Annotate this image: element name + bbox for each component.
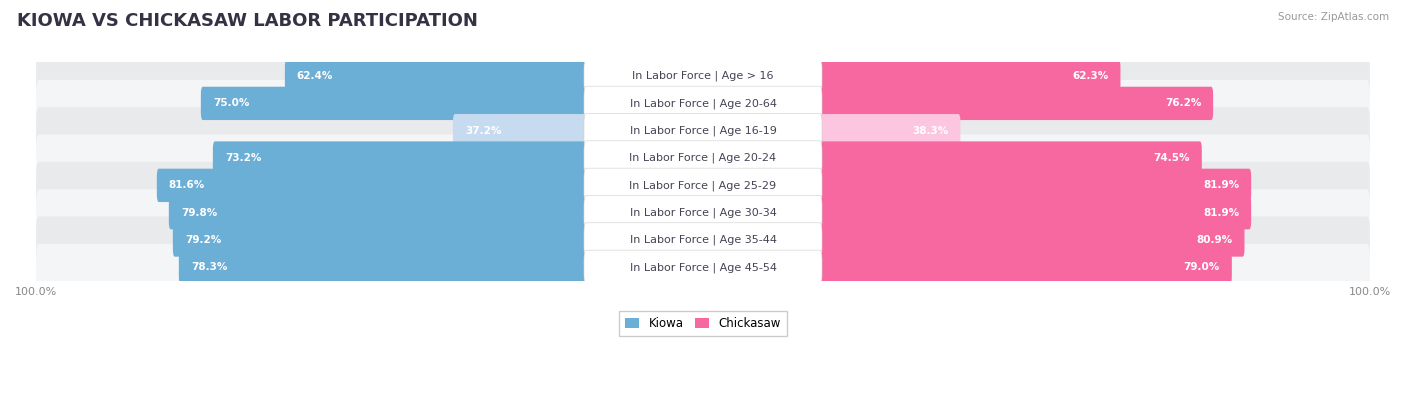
Text: 81.6%: 81.6% bbox=[169, 181, 205, 190]
Text: 81.9%: 81.9% bbox=[1204, 181, 1239, 190]
FancyBboxPatch shape bbox=[201, 87, 588, 120]
FancyBboxPatch shape bbox=[583, 113, 823, 148]
FancyBboxPatch shape bbox=[37, 53, 1369, 100]
Text: 81.9%: 81.9% bbox=[1204, 208, 1239, 218]
FancyBboxPatch shape bbox=[818, 114, 960, 147]
FancyBboxPatch shape bbox=[169, 196, 588, 229]
Text: 38.3%: 38.3% bbox=[912, 126, 949, 136]
FancyBboxPatch shape bbox=[37, 189, 1369, 236]
FancyBboxPatch shape bbox=[818, 251, 1232, 284]
Text: In Labor Force | Age 25-29: In Labor Force | Age 25-29 bbox=[630, 180, 776, 191]
Text: In Labor Force | Age 16-19: In Labor Force | Age 16-19 bbox=[630, 126, 776, 136]
Text: In Labor Force | Age 45-54: In Labor Force | Age 45-54 bbox=[630, 262, 776, 273]
Text: 37.2%: 37.2% bbox=[465, 126, 502, 136]
FancyBboxPatch shape bbox=[583, 223, 823, 257]
Text: 76.2%: 76.2% bbox=[1164, 98, 1201, 108]
Legend: Kiowa, Chickasaw: Kiowa, Chickasaw bbox=[619, 312, 787, 336]
FancyBboxPatch shape bbox=[583, 59, 823, 93]
Text: 75.0%: 75.0% bbox=[212, 98, 249, 108]
FancyBboxPatch shape bbox=[37, 107, 1369, 154]
FancyBboxPatch shape bbox=[818, 141, 1202, 175]
FancyBboxPatch shape bbox=[212, 141, 588, 175]
FancyBboxPatch shape bbox=[818, 87, 1213, 120]
FancyBboxPatch shape bbox=[173, 223, 588, 257]
FancyBboxPatch shape bbox=[818, 223, 1244, 257]
FancyBboxPatch shape bbox=[285, 59, 588, 93]
Text: KIOWA VS CHICKASAW LABOR PARTICIPATION: KIOWA VS CHICKASAW LABOR PARTICIPATION bbox=[17, 12, 478, 30]
Text: 80.9%: 80.9% bbox=[1197, 235, 1233, 245]
FancyBboxPatch shape bbox=[453, 114, 588, 147]
Text: In Labor Force | Age 20-64: In Labor Force | Age 20-64 bbox=[630, 98, 776, 109]
FancyBboxPatch shape bbox=[583, 168, 823, 203]
Text: Source: ZipAtlas.com: Source: ZipAtlas.com bbox=[1278, 12, 1389, 22]
FancyBboxPatch shape bbox=[37, 162, 1369, 209]
FancyBboxPatch shape bbox=[37, 216, 1369, 263]
Text: In Labor Force | Age 20-24: In Labor Force | Age 20-24 bbox=[630, 153, 776, 163]
Text: 73.2%: 73.2% bbox=[225, 153, 262, 163]
Text: 78.3%: 78.3% bbox=[191, 262, 228, 272]
Text: 62.3%: 62.3% bbox=[1073, 71, 1108, 81]
Text: 79.2%: 79.2% bbox=[184, 235, 221, 245]
FancyBboxPatch shape bbox=[37, 244, 1369, 291]
FancyBboxPatch shape bbox=[583, 196, 823, 230]
FancyBboxPatch shape bbox=[157, 169, 588, 202]
FancyBboxPatch shape bbox=[583, 250, 823, 284]
Text: In Labor Force | Age 30-34: In Labor Force | Age 30-34 bbox=[630, 207, 776, 218]
Text: In Labor Force | Age 35-44: In Labor Force | Age 35-44 bbox=[630, 235, 776, 245]
FancyBboxPatch shape bbox=[583, 141, 823, 175]
FancyBboxPatch shape bbox=[37, 135, 1369, 182]
Text: In Labor Force | Age > 16: In Labor Force | Age > 16 bbox=[633, 71, 773, 81]
FancyBboxPatch shape bbox=[37, 80, 1369, 127]
FancyBboxPatch shape bbox=[818, 59, 1121, 93]
FancyBboxPatch shape bbox=[818, 196, 1251, 229]
Text: 79.0%: 79.0% bbox=[1184, 262, 1220, 272]
Text: 62.4%: 62.4% bbox=[297, 71, 333, 81]
Text: 79.8%: 79.8% bbox=[181, 208, 217, 218]
FancyBboxPatch shape bbox=[583, 86, 823, 120]
Text: 74.5%: 74.5% bbox=[1153, 153, 1189, 163]
FancyBboxPatch shape bbox=[818, 169, 1251, 202]
FancyBboxPatch shape bbox=[179, 251, 588, 284]
